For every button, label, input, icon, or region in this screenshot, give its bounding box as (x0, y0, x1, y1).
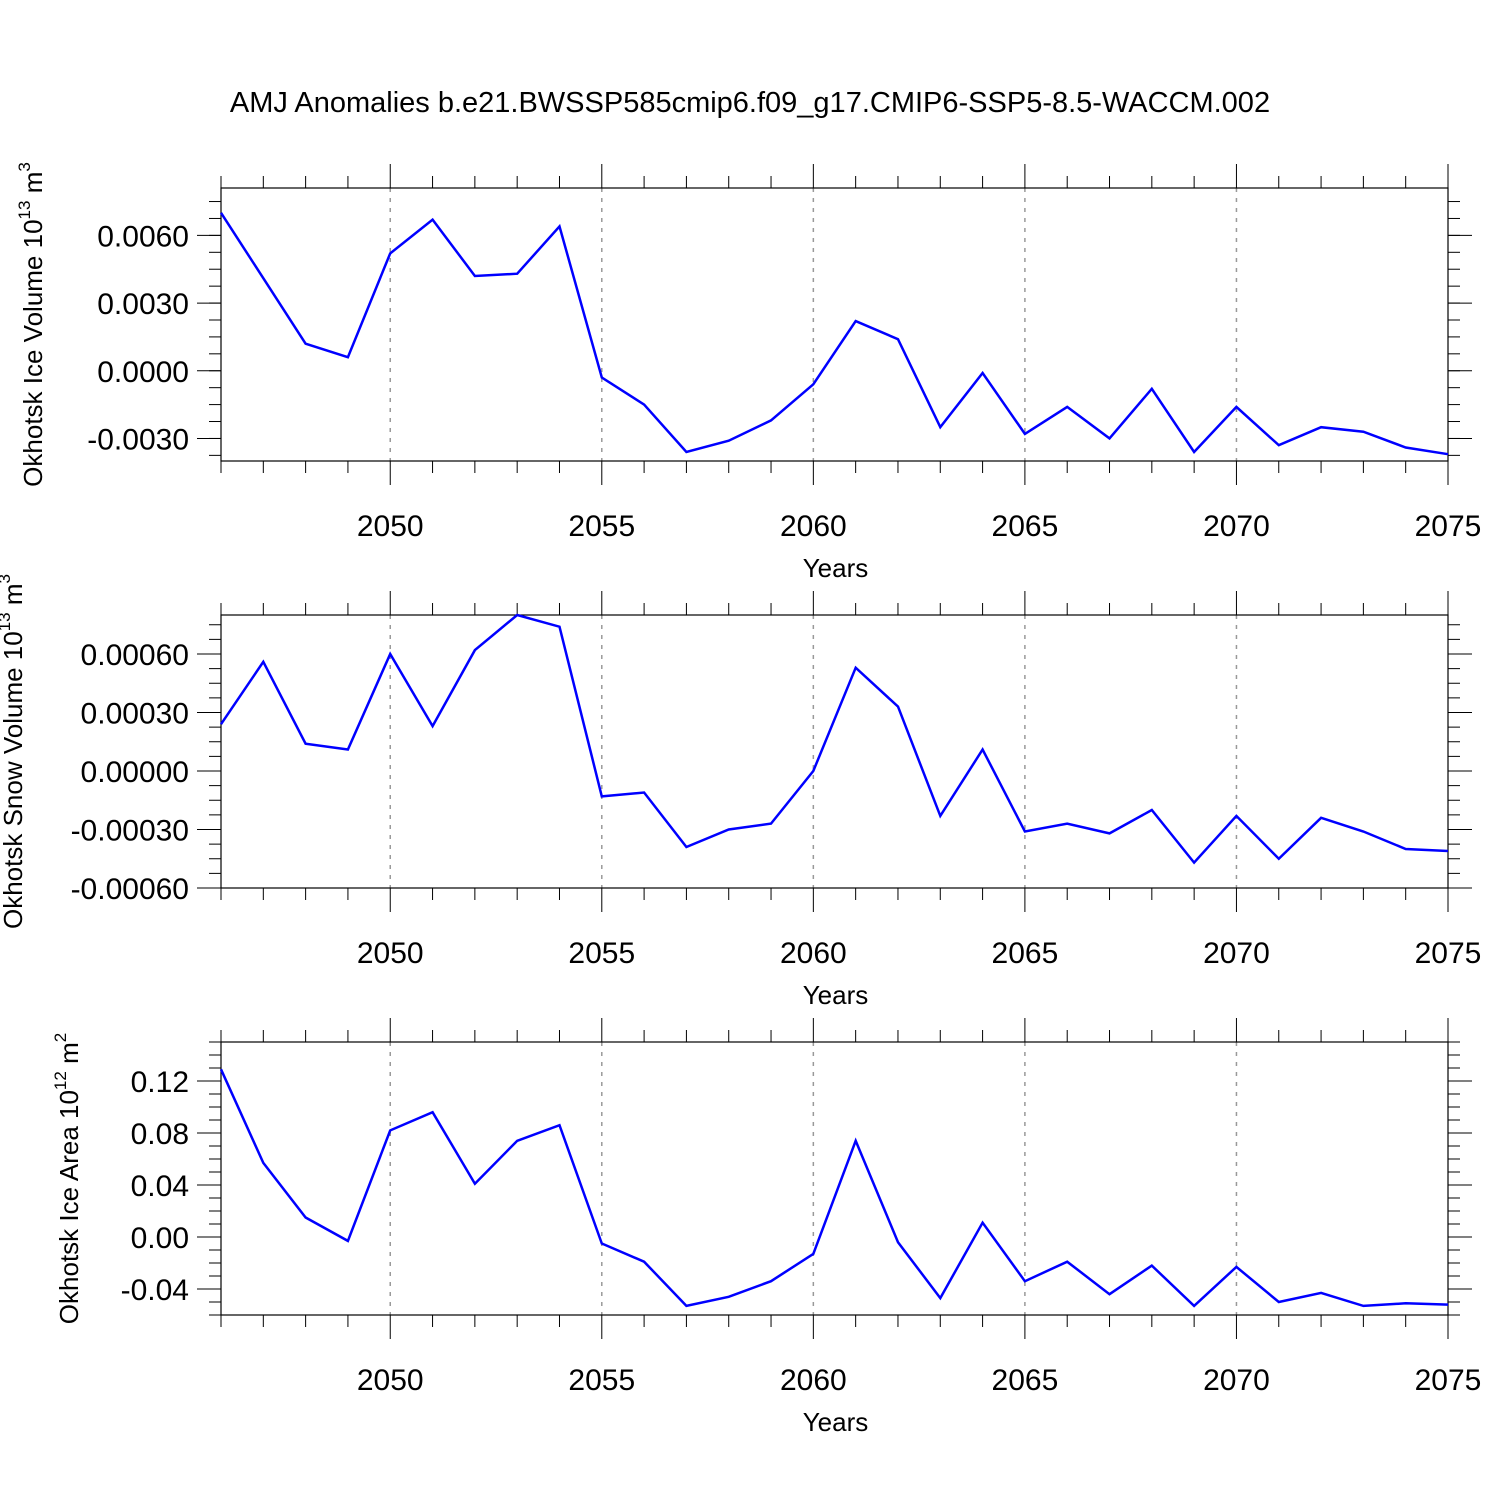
x-tick-label: 2050 (357, 510, 424, 543)
y-axis-title-unit: m (18, 172, 48, 201)
y-tick-label: 0.00000 (81, 756, 189, 789)
y-axis-title-exp: 13 (15, 201, 34, 220)
y-axis-title: Okhotsk Snow Volume 1013 m3 (0, 574, 28, 929)
series-line (219, 613, 1449, 865)
panel-3: -0.04 0.00 0.04 0.08 0.12 2050 2055 2060 2065 207… (51, 1018, 1481, 1437)
y-axis-title: Okhotsk Ice Volume 1013 m3 (15, 162, 48, 487)
x-tick-label: 2075 (1415, 510, 1482, 543)
x-tick-label: 2055 (568, 510, 635, 543)
y-tick-label: 0.0000 (97, 356, 189, 389)
y-axis-title-main: Okhotsk Ice Area 10 (54, 1090, 84, 1324)
x-axis-title: Years (803, 1407, 869, 1437)
y-axis-title: Okhotsk Ice Area 1012 m2 (51, 1033, 84, 1324)
x-tick-label: 2065 (992, 510, 1059, 543)
y-tick-label: 0.00 (131, 1222, 189, 1255)
y-axis-title-main: Okhotsk Snow Volume 10 (0, 631, 28, 929)
chart-title: AMJ Anomalies b.e21.BWSSP585cmip6.f09_g1… (230, 87, 1270, 119)
x-tick-label: 2055 (568, 937, 635, 970)
y-axis-title-unit: m (54, 1042, 84, 1071)
y-axis-title-unit: m (0, 583, 28, 612)
y-tick-label: 0.08 (131, 1118, 189, 1151)
x-tick-label: 2075 (1415, 937, 1482, 970)
series-line (219, 1068, 1449, 1308)
y-axis-title-unit-exp: 3 (15, 162, 34, 171)
y-tick-label: 0.00060 (81, 639, 189, 672)
y-tick-label: 0.12 (131, 1066, 189, 1099)
y-tick-label: -0.04 (121, 1274, 189, 1307)
plot-frame (220, 614, 1449, 889)
y-tick-label: -0.0030 (87, 423, 189, 456)
x-tick-label: 2070 (1203, 510, 1270, 543)
panel-1: -0.0030 0.0000 0.0030 0.0060 2050 2055 2060 206… (15, 162, 1481, 583)
x-axis-title: Years (803, 553, 869, 583)
x-tick-label: 2070 (1203, 937, 1270, 970)
y-axis-title-unit-exp: 2 (51, 1033, 70, 1042)
x-tick-label: 2050 (357, 1364, 424, 1397)
y-axis-title-main: Okhotsk Ice Volume 10 (18, 219, 48, 486)
y-tick-label: -0.00060 (71, 873, 189, 906)
y-axis-title-unit-exp: 3 (0, 574, 14, 583)
y-tick-label: 0.00030 (81, 698, 189, 731)
y-axis-title-exp: 12 (51, 1071, 70, 1090)
x-tick-label: 2060 (780, 510, 847, 543)
x-tick-label: 2060 (780, 1364, 847, 1397)
x-tick-label: 2050 (357, 937, 424, 970)
panel-2: -0.00060 -0.00030 0.00000 0.00030 0.00060 205… (0, 574, 1481, 1010)
x-tick-label: 2060 (780, 937, 847, 970)
x-tick-label: 2055 (568, 1364, 635, 1397)
y-tick-label: 0.0030 (97, 288, 189, 321)
x-tick-label: 2075 (1415, 1364, 1482, 1397)
y-tick-label: 0.04 (131, 1170, 189, 1203)
x-tick-label: 2070 (1203, 1364, 1270, 1397)
x-tick-label: 2065 (992, 937, 1059, 970)
y-axis-title-exp: 13 (0, 612, 14, 631)
series-line (219, 212, 1449, 456)
y-tick-label: 0.0060 (97, 220, 189, 253)
panels: -0.0030 0.0000 0.0030 0.0060 2050 2055 2060 206… (0, 162, 1481, 1437)
x-tick-label: 2065 (992, 1364, 1059, 1397)
plot-frame (220, 1041, 1449, 1316)
plot-frame (220, 187, 1449, 462)
x-axis-title: Years (803, 980, 869, 1010)
y-tick-label: -0.00030 (71, 815, 189, 848)
